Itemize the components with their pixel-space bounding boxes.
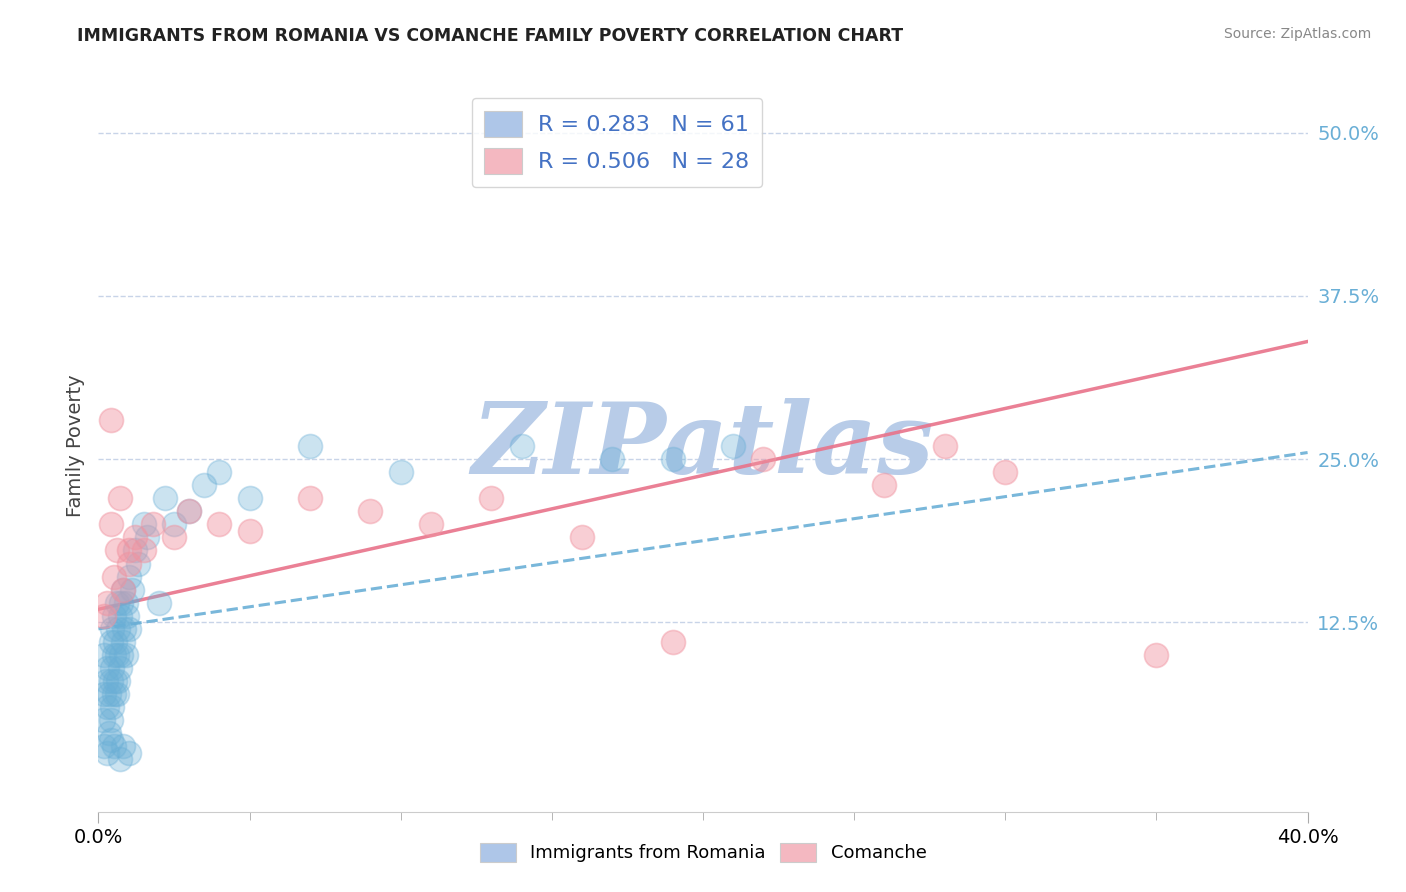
Point: [114, 648, 136, 662]
Point: [208, 465, 231, 479]
Point: [108, 491, 131, 506]
Point: [661, 635, 683, 649]
Point: [752, 452, 775, 467]
Y-axis label: Family Poverty: Family Poverty: [66, 375, 84, 517]
Point: [111, 582, 134, 597]
Point: [100, 635, 122, 649]
Point: [114, 596, 136, 610]
Text: IMMIGRANTS FROM ROMANIA VS COMANCHE FAMILY POVERTY CORRELATION CHART: IMMIGRANTS FROM ROMANIA VS COMANCHE FAMI…: [77, 27, 904, 45]
Point: [118, 746, 141, 760]
Point: [111, 635, 134, 649]
Point: [93, 687, 115, 701]
Point: [100, 517, 122, 532]
Point: [105, 687, 128, 701]
Point: [1146, 648, 1168, 662]
Point: [299, 439, 322, 453]
Point: [112, 622, 135, 636]
Point: [105, 543, 128, 558]
Point: [132, 543, 155, 558]
Point: [115, 608, 138, 623]
Point: [108, 752, 131, 766]
Point: [103, 687, 125, 701]
Point: [360, 504, 382, 518]
Point: [124, 530, 146, 544]
Point: [723, 439, 745, 453]
Point: [100, 714, 122, 728]
Point: [91, 714, 114, 728]
Text: Source: ZipAtlas.com: Source: ZipAtlas.com: [1223, 27, 1371, 41]
Point: [142, 517, 165, 532]
Point: [103, 569, 125, 583]
Point: [100, 413, 122, 427]
Legend: Immigrants from Romania, Comanche: Immigrants from Romania, Comanche: [472, 836, 934, 870]
Point: [93, 648, 115, 662]
Point: [420, 517, 443, 532]
Point: [100, 732, 122, 747]
Point: [994, 465, 1017, 479]
Point: [118, 569, 141, 583]
Point: [103, 608, 125, 623]
Point: [93, 739, 115, 754]
Point: [163, 517, 186, 532]
Point: [101, 622, 124, 636]
Point: [108, 608, 131, 623]
Point: [108, 661, 131, 675]
Point: [111, 739, 134, 754]
Point: [103, 648, 125, 662]
Point: [101, 661, 124, 675]
Point: [239, 491, 262, 506]
Point: [118, 622, 141, 636]
Point: [571, 530, 593, 544]
Point: [510, 439, 533, 453]
Point: [239, 524, 262, 538]
Point: [103, 739, 125, 754]
Point: [299, 491, 322, 506]
Point: [481, 491, 503, 506]
Point: [107, 622, 129, 636]
Point: [153, 491, 176, 506]
Point: [208, 517, 231, 532]
Point: [110, 596, 132, 610]
Point: [121, 582, 143, 597]
Point: [193, 478, 215, 492]
Point: [934, 439, 956, 453]
Point: [96, 700, 118, 714]
Point: [101, 700, 124, 714]
Point: [111, 582, 134, 597]
Point: [104, 635, 127, 649]
Point: [148, 596, 170, 610]
Point: [163, 530, 186, 544]
Point: [118, 557, 141, 571]
Point: [96, 661, 118, 675]
Point: [661, 452, 683, 467]
Point: [98, 726, 121, 740]
Point: [179, 504, 201, 518]
Point: [873, 478, 896, 492]
Point: [107, 674, 129, 689]
Point: [96, 596, 118, 610]
Point: [110, 648, 132, 662]
Point: [94, 674, 117, 689]
Point: [93, 608, 115, 623]
Point: [104, 674, 127, 689]
Point: [127, 557, 149, 571]
Point: [602, 452, 624, 467]
Point: [98, 687, 121, 701]
Point: [100, 674, 122, 689]
Point: [132, 517, 155, 532]
Point: [96, 746, 118, 760]
Point: [179, 504, 201, 518]
Point: [118, 543, 141, 558]
Text: ZIPatlas: ZIPatlas: [472, 398, 934, 494]
Point: [135, 530, 157, 544]
Point: [105, 596, 128, 610]
Point: [389, 465, 412, 479]
Point: [124, 543, 146, 558]
Point: [105, 648, 128, 662]
Legend: R = 0.283   N = 61, R = 0.506   N = 28: R = 0.283 N = 61, R = 0.506 N = 28: [471, 98, 762, 187]
